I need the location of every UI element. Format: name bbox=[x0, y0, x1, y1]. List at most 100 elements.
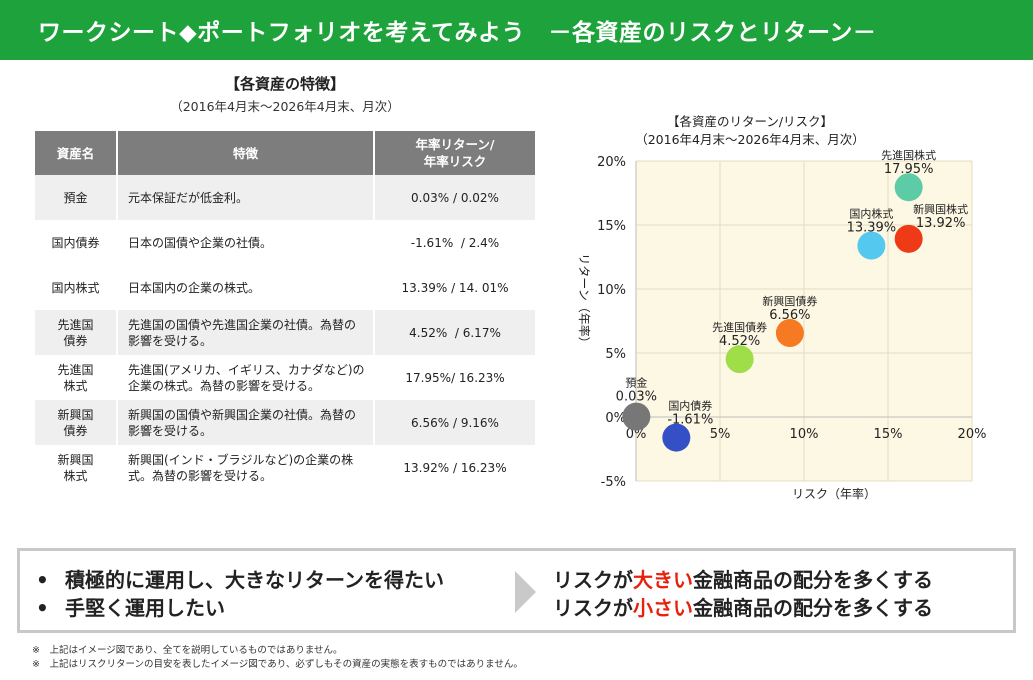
asset-return-risk: 4.52% / 6.17% bbox=[374, 310, 535, 355]
summary-right-suffix: 金融商品の配分を多くする bbox=[693, 568, 933, 592]
asset-name-line2: 債券 bbox=[63, 423, 88, 438]
summary-emphasis-small: 小さい bbox=[633, 596, 693, 620]
arrow-right-icon bbox=[515, 571, 536, 613]
asset-name: 新興国 株式 bbox=[35, 445, 118, 490]
footnote: ※ 上記はイメージ図であり、全てを説明しているものではありません。 bbox=[32, 645, 343, 656]
data-point bbox=[894, 173, 923, 202]
summary-right-prefix: リスクが bbox=[553, 596, 633, 620]
header-risk-line: 年率リスク bbox=[423, 154, 487, 169]
asset-name-line1: 新興国 bbox=[57, 407, 94, 422]
asset-name: 先進国 債券 bbox=[35, 310, 118, 355]
footnote: ※ 上記はリスクリターンの目安を表したイメージ図であり、必ずしもその資産の実態を… bbox=[32, 659, 523, 670]
point-value-label: 17.95% bbox=[884, 162, 934, 177]
asset-feature: 日本の国債や企業の社債。 bbox=[117, 220, 375, 265]
asset-feature: 先進国の国債や先進国企業の社債。為替の影響を受ける。 bbox=[117, 310, 375, 355]
y-tick-label: 10% bbox=[597, 283, 626, 298]
point-value-label: 13.39% bbox=[847, 221, 897, 236]
point-value-label: 4.52% bbox=[719, 334, 760, 349]
asset-feature: 新興国(インド・ブラジルなど)の企業の株式。為替の影響を受ける。 bbox=[117, 445, 375, 490]
asset-feature: 先進国(アメリカ、イギリス、カナダなど)の企業の株式。為替の影響を受ける。 bbox=[117, 355, 375, 400]
return-risk-value: 13.39% / 14. 01% bbox=[401, 280, 509, 295]
asset-name-line2: 株式 bbox=[63, 468, 88, 483]
point-value-label: -1.61% bbox=[667, 413, 713, 428]
y-axis-title: リターン（年率） bbox=[577, 253, 592, 348]
page-title: ワークシート◆ポートフォリオを考えてみよう －各資産のリスクとリターン－ bbox=[38, 20, 877, 46]
summary-right-line2: リスクが小さい金融商品の配分を多くする bbox=[553, 595, 933, 621]
data-point bbox=[725, 345, 754, 374]
asset-feature: 日本国内の企業の株式。 bbox=[117, 265, 375, 310]
data-point bbox=[662, 423, 691, 452]
point-name-label: 国内株式 bbox=[849, 207, 893, 221]
table-row: 新興国 株式 新興国(インド・ブラジルなど)の企業の株式。為替の影響を受ける。 1… bbox=[35, 445, 535, 490]
asset-name-line1: 預金 bbox=[63, 190, 88, 205]
summary-emphasis-large: 大きい bbox=[633, 568, 693, 592]
data-point bbox=[622, 402, 651, 431]
risk-return-scatter-chart: -5% 0% 5% 10% 15% 20% 0% 5% 10% 15% 20% リスク（年率） リターン… bbox=[577, 148, 987, 501]
table-row: 預金 元本保証だが低金利。 0.03% / 0.02% bbox=[35, 175, 535, 220]
y-tick-label: 0% bbox=[605, 411, 626, 426]
table-row: 先進国 株式 先進国(アメリカ、イギリス、カナダなど)の企業の株式。為替の影響を受… bbox=[35, 355, 535, 400]
header-feature: 特徴 bbox=[117, 131, 375, 175]
header-asset-name: 資産名 bbox=[35, 131, 118, 175]
summary-right-suffix: 金融商品の配分を多くする bbox=[693, 596, 933, 620]
asset-name-line1: 国内株式 bbox=[51, 280, 100, 295]
table-title: 【各資産の特徴】 bbox=[224, 75, 345, 93]
x-axis-title: リスク（年率） bbox=[792, 486, 876, 501]
x-tick-label: 0% bbox=[626, 427, 647, 442]
table-row: 国内株式 日本国内の企業の株式。 13.39% / 14. 01% bbox=[35, 265, 535, 310]
x-tick-label: 20% bbox=[958, 427, 987, 442]
point-name-label: 預金 bbox=[625, 376, 647, 390]
asset-features-table: 資産名 特徴 年率リターン/ 年率リスク 預金 元本保証だが低金利。 0.03%… bbox=[35, 131, 535, 490]
asset-return-risk: 13.92% / 16.23% bbox=[374, 445, 535, 490]
y-tick-label: 5% bbox=[605, 347, 626, 362]
return-risk-value: 4.52% / 6.17% bbox=[409, 325, 501, 340]
asset-feature: 新興国の国債や新興国企業の社債。為替の影響を受ける。 bbox=[117, 400, 375, 445]
return-risk-value: 13.92% / 16.23% bbox=[403, 460, 507, 475]
return-risk-value: 0.03% / 0.02% bbox=[411, 190, 499, 205]
asset-name: 国内債券 bbox=[35, 220, 118, 265]
bullet: • bbox=[36, 596, 49, 620]
summary-right-prefix: リスクが bbox=[553, 568, 633, 592]
summary-left-line1: 積極的に運用し、大きなリターンを得たい bbox=[65, 568, 444, 592]
asset-return-risk: 0.03% / 0.02% bbox=[374, 175, 535, 220]
bullet: • bbox=[36, 568, 49, 592]
summary-left-line2: 手堅く運用したい bbox=[65, 596, 225, 620]
table-header-row: 資産名 特徴 年率リターン/ 年率リスク bbox=[35, 131, 535, 175]
y-tick-label: 20% bbox=[597, 155, 626, 170]
point-value-label: 0.03% bbox=[616, 390, 657, 405]
return-risk-value: 17.95%/ 16.23% bbox=[405, 370, 505, 385]
asset-name-line2: 債券 bbox=[63, 333, 88, 348]
asset-name-line1: 国内債券 bbox=[51, 235, 100, 250]
point-name-label: 国内債券 bbox=[668, 399, 712, 413]
y-tick-label: -5% bbox=[601, 475, 626, 490]
table-subtitle: （2016年4月末～2026年4月末、月次） bbox=[170, 99, 400, 114]
asset-name-line1: 先進国 bbox=[57, 317, 94, 332]
chart-title: 【各資産のリターン/リスク】 bbox=[666, 114, 834, 129]
x-tick-label: 15% bbox=[874, 427, 903, 442]
asset-feature: 元本保証だが低金利。 bbox=[117, 175, 375, 220]
data-point bbox=[775, 319, 804, 348]
x-tick-label: 5% bbox=[710, 427, 731, 442]
asset-return-risk: 17.95%/ 16.23% bbox=[374, 355, 535, 400]
asset-name: 新興国 債券 bbox=[35, 400, 118, 445]
header-banner: ワークシート◆ポートフォリオを考えてみよう －各資産のリスクとリターン－ bbox=[0, 0, 1033, 60]
asset-return-risk: 6.56% / 9.16% bbox=[374, 400, 535, 445]
table-row: 先進国 債券 先進国の国債や先進国企業の社債。為替の影響を受ける。 4.52% /… bbox=[35, 310, 535, 355]
header-return-line: 年率リターン/ bbox=[415, 137, 495, 152]
point-name-label: 新興国株式 bbox=[913, 202, 968, 216]
y-tick-label: 15% bbox=[597, 219, 626, 234]
point-name-label: 先進国債券 bbox=[712, 320, 767, 334]
summary-right-line1: リスクが大きい金融商品の配分を多くする bbox=[553, 567, 933, 593]
asset-return-risk: 13.39% / 14. 01% bbox=[374, 265, 535, 310]
point-name-label: 先進国株式 bbox=[881, 148, 936, 162]
asset-return-risk: -1.61% / 2.4% bbox=[374, 220, 535, 265]
asset-name: 先進国 株式 bbox=[35, 355, 118, 400]
chart-subtitle: （2016年4月末～2026年4月末、月次） bbox=[635, 132, 865, 147]
asset-name: 国内株式 bbox=[35, 265, 118, 310]
table-row: 新興国 債券 新興国の国債や新興国企業の社債。為替の影響を受ける。 6.56% /… bbox=[35, 400, 535, 445]
asset-name-line1: 新興国 bbox=[57, 452, 94, 467]
asset-name: 預金 bbox=[35, 175, 118, 220]
data-point bbox=[857, 231, 886, 260]
asset-name-line1: 先進国 bbox=[57, 362, 94, 377]
x-tick-label: 10% bbox=[790, 427, 819, 442]
